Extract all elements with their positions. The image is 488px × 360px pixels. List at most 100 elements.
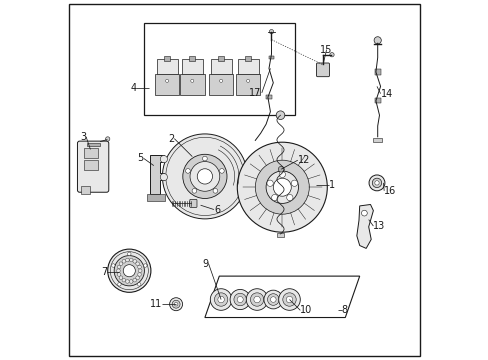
Circle shape <box>279 171 285 177</box>
Circle shape <box>237 297 243 302</box>
Circle shape <box>267 294 279 305</box>
Circle shape <box>119 276 122 279</box>
Circle shape <box>185 168 190 173</box>
Circle shape <box>282 293 296 306</box>
Bar <box>265 95 271 99</box>
Circle shape <box>265 171 298 203</box>
Circle shape <box>138 265 141 269</box>
Bar <box>155 75 179 95</box>
Bar <box>189 55 195 61</box>
Circle shape <box>190 79 193 82</box>
Circle shape <box>174 302 178 306</box>
Bar <box>163 55 170 61</box>
Circle shape <box>122 278 125 282</box>
Circle shape <box>136 262 139 266</box>
Circle shape <box>136 276 139 279</box>
Bar <box>374 69 380 75</box>
Bar <box>81 186 90 194</box>
Text: 8: 8 <box>341 305 347 315</box>
Circle shape <box>210 289 231 310</box>
Circle shape <box>116 269 120 273</box>
Circle shape <box>276 111 284 120</box>
Polygon shape <box>373 138 381 142</box>
Circle shape <box>125 258 129 262</box>
Circle shape <box>202 156 207 161</box>
Bar <box>218 55 224 61</box>
Circle shape <box>273 178 291 196</box>
Circle shape <box>285 296 292 303</box>
Circle shape <box>165 79 168 82</box>
Circle shape <box>278 289 300 310</box>
Text: 17: 17 <box>249 88 261 98</box>
Text: 12: 12 <box>297 155 309 165</box>
Text: 10: 10 <box>300 305 312 315</box>
Circle shape <box>269 30 273 34</box>
Circle shape <box>143 264 147 267</box>
Circle shape <box>133 278 136 282</box>
Circle shape <box>270 297 276 302</box>
Circle shape <box>286 194 292 201</box>
Circle shape <box>192 189 196 193</box>
Circle shape <box>218 296 224 303</box>
Circle shape <box>278 166 284 172</box>
Bar <box>235 75 260 95</box>
Circle shape <box>253 296 260 303</box>
Bar <box>374 98 380 103</box>
Circle shape <box>190 162 219 191</box>
Circle shape <box>169 298 182 311</box>
Circle shape <box>329 53 333 57</box>
FancyBboxPatch shape <box>189 199 197 207</box>
Circle shape <box>105 137 110 141</box>
Bar <box>143 23 294 115</box>
Bar <box>244 55 251 61</box>
Circle shape <box>129 258 133 262</box>
Circle shape <box>374 181 378 185</box>
Circle shape <box>172 300 180 308</box>
Circle shape <box>137 283 141 286</box>
Text: 9: 9 <box>202 258 208 269</box>
Circle shape <box>122 260 125 263</box>
Circle shape <box>197 169 212 184</box>
Circle shape <box>117 273 121 276</box>
Bar <box>208 75 233 95</box>
Bar <box>237 59 258 75</box>
Bar <box>268 56 274 59</box>
Circle shape <box>373 37 381 44</box>
Bar <box>180 75 204 95</box>
Circle shape <box>111 264 115 267</box>
Text: 1: 1 <box>328 180 335 190</box>
Circle shape <box>107 249 151 292</box>
Text: 13: 13 <box>373 221 385 231</box>
Circle shape <box>264 290 282 309</box>
Bar <box>147 194 164 201</box>
Circle shape <box>368 175 384 191</box>
Text: 15: 15 <box>320 45 332 55</box>
Circle shape <box>127 252 131 256</box>
Circle shape <box>266 180 273 186</box>
Circle shape <box>119 262 122 266</box>
Circle shape <box>183 154 226 198</box>
Polygon shape <box>356 204 373 248</box>
Circle shape <box>138 273 141 276</box>
Circle shape <box>213 189 217 193</box>
FancyBboxPatch shape <box>316 63 329 77</box>
Text: 16: 16 <box>384 186 396 196</box>
FancyBboxPatch shape <box>77 141 108 192</box>
Text: 5: 5 <box>137 153 143 163</box>
Bar <box>87 143 101 146</box>
Circle shape <box>246 289 267 310</box>
Circle shape <box>160 156 167 163</box>
Circle shape <box>160 174 167 181</box>
Text: 11: 11 <box>150 299 162 309</box>
Circle shape <box>271 194 277 201</box>
Circle shape <box>117 265 121 269</box>
Bar <box>84 148 98 158</box>
Circle shape <box>114 256 144 286</box>
Polygon shape <box>150 155 163 194</box>
Circle shape <box>237 142 326 232</box>
Text: 3: 3 <box>80 132 86 142</box>
Circle shape <box>361 210 366 216</box>
Circle shape <box>233 293 246 306</box>
Circle shape <box>129 280 133 283</box>
Circle shape <box>246 79 249 82</box>
